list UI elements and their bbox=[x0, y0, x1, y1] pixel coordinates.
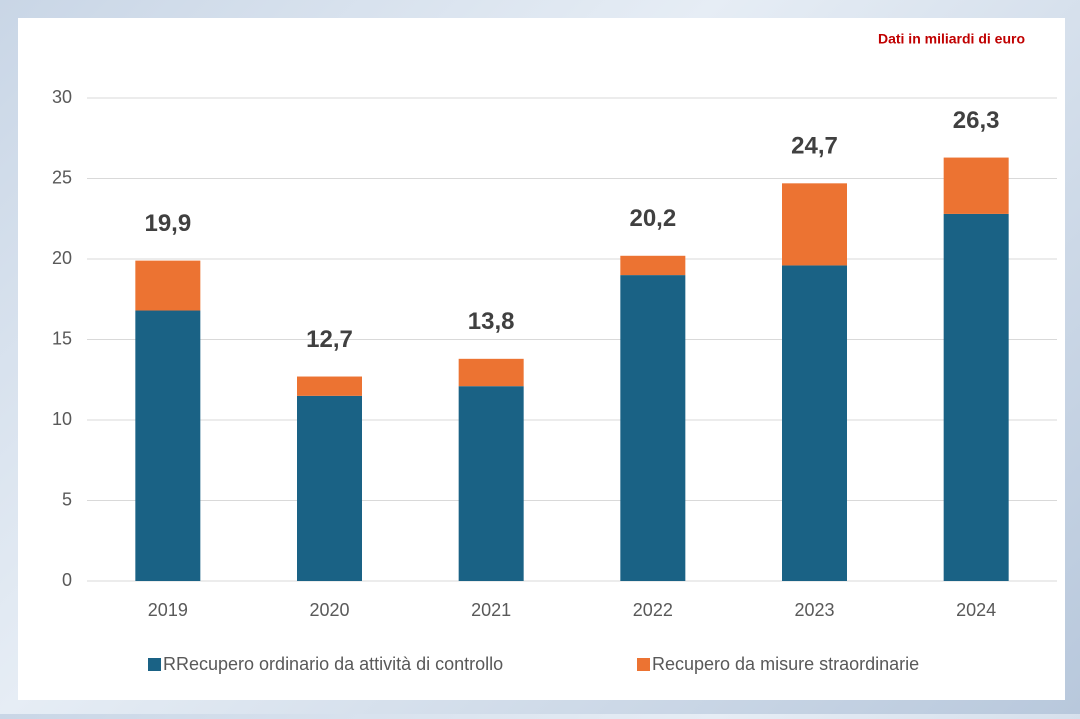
bar-segment bbox=[135, 260, 201, 311]
legend-swatch bbox=[148, 658, 161, 671]
y-tick-label: 0 bbox=[62, 570, 72, 590]
bar-segment bbox=[297, 376, 362, 396]
legend-swatch bbox=[637, 658, 650, 671]
bar-segment bbox=[135, 310, 201, 581]
total-label: 19,9 bbox=[144, 210, 191, 237]
y-tick-label: 25 bbox=[52, 167, 72, 187]
bar-segment bbox=[620, 275, 686, 581]
x-tick-label: 2020 bbox=[309, 600, 349, 620]
legend-label: Recupero da misure straordinarie bbox=[652, 654, 919, 674]
x-tick-label: 2024 bbox=[956, 600, 996, 620]
bar-segment bbox=[782, 183, 847, 266]
y-tick-label: 20 bbox=[52, 248, 72, 268]
y-tick-label: 15 bbox=[52, 328, 72, 348]
y-tick-label: 30 bbox=[52, 87, 72, 107]
bar-segment bbox=[943, 213, 1009, 582]
bar-segment bbox=[297, 395, 362, 581]
total-label: 12,7 bbox=[306, 326, 353, 353]
bar-segment bbox=[782, 265, 847, 581]
total-label: 24,7 bbox=[791, 133, 838, 160]
x-tick-label: 2019 bbox=[148, 600, 188, 620]
x-tick-label: 2022 bbox=[633, 600, 673, 620]
bar-segment bbox=[943, 157, 1009, 214]
bar-segment bbox=[458, 386, 524, 581]
bar-segment bbox=[620, 255, 686, 276]
total-label: 13,8 bbox=[468, 308, 515, 335]
y-tick-label: 5 bbox=[62, 489, 72, 509]
x-tick-label: 2023 bbox=[794, 600, 834, 620]
total-label: 20,2 bbox=[629, 205, 676, 232]
legend-label: RRecupero ordinario da attività di contr… bbox=[163, 654, 503, 674]
total-label: 26,3 bbox=[953, 107, 1000, 134]
x-tick-label: 2021 bbox=[471, 600, 511, 620]
bar-segment bbox=[458, 358, 524, 387]
y-tick-label: 10 bbox=[52, 409, 72, 429]
chart-subtitle: Dati in miliardi di euro bbox=[878, 31, 1025, 47]
